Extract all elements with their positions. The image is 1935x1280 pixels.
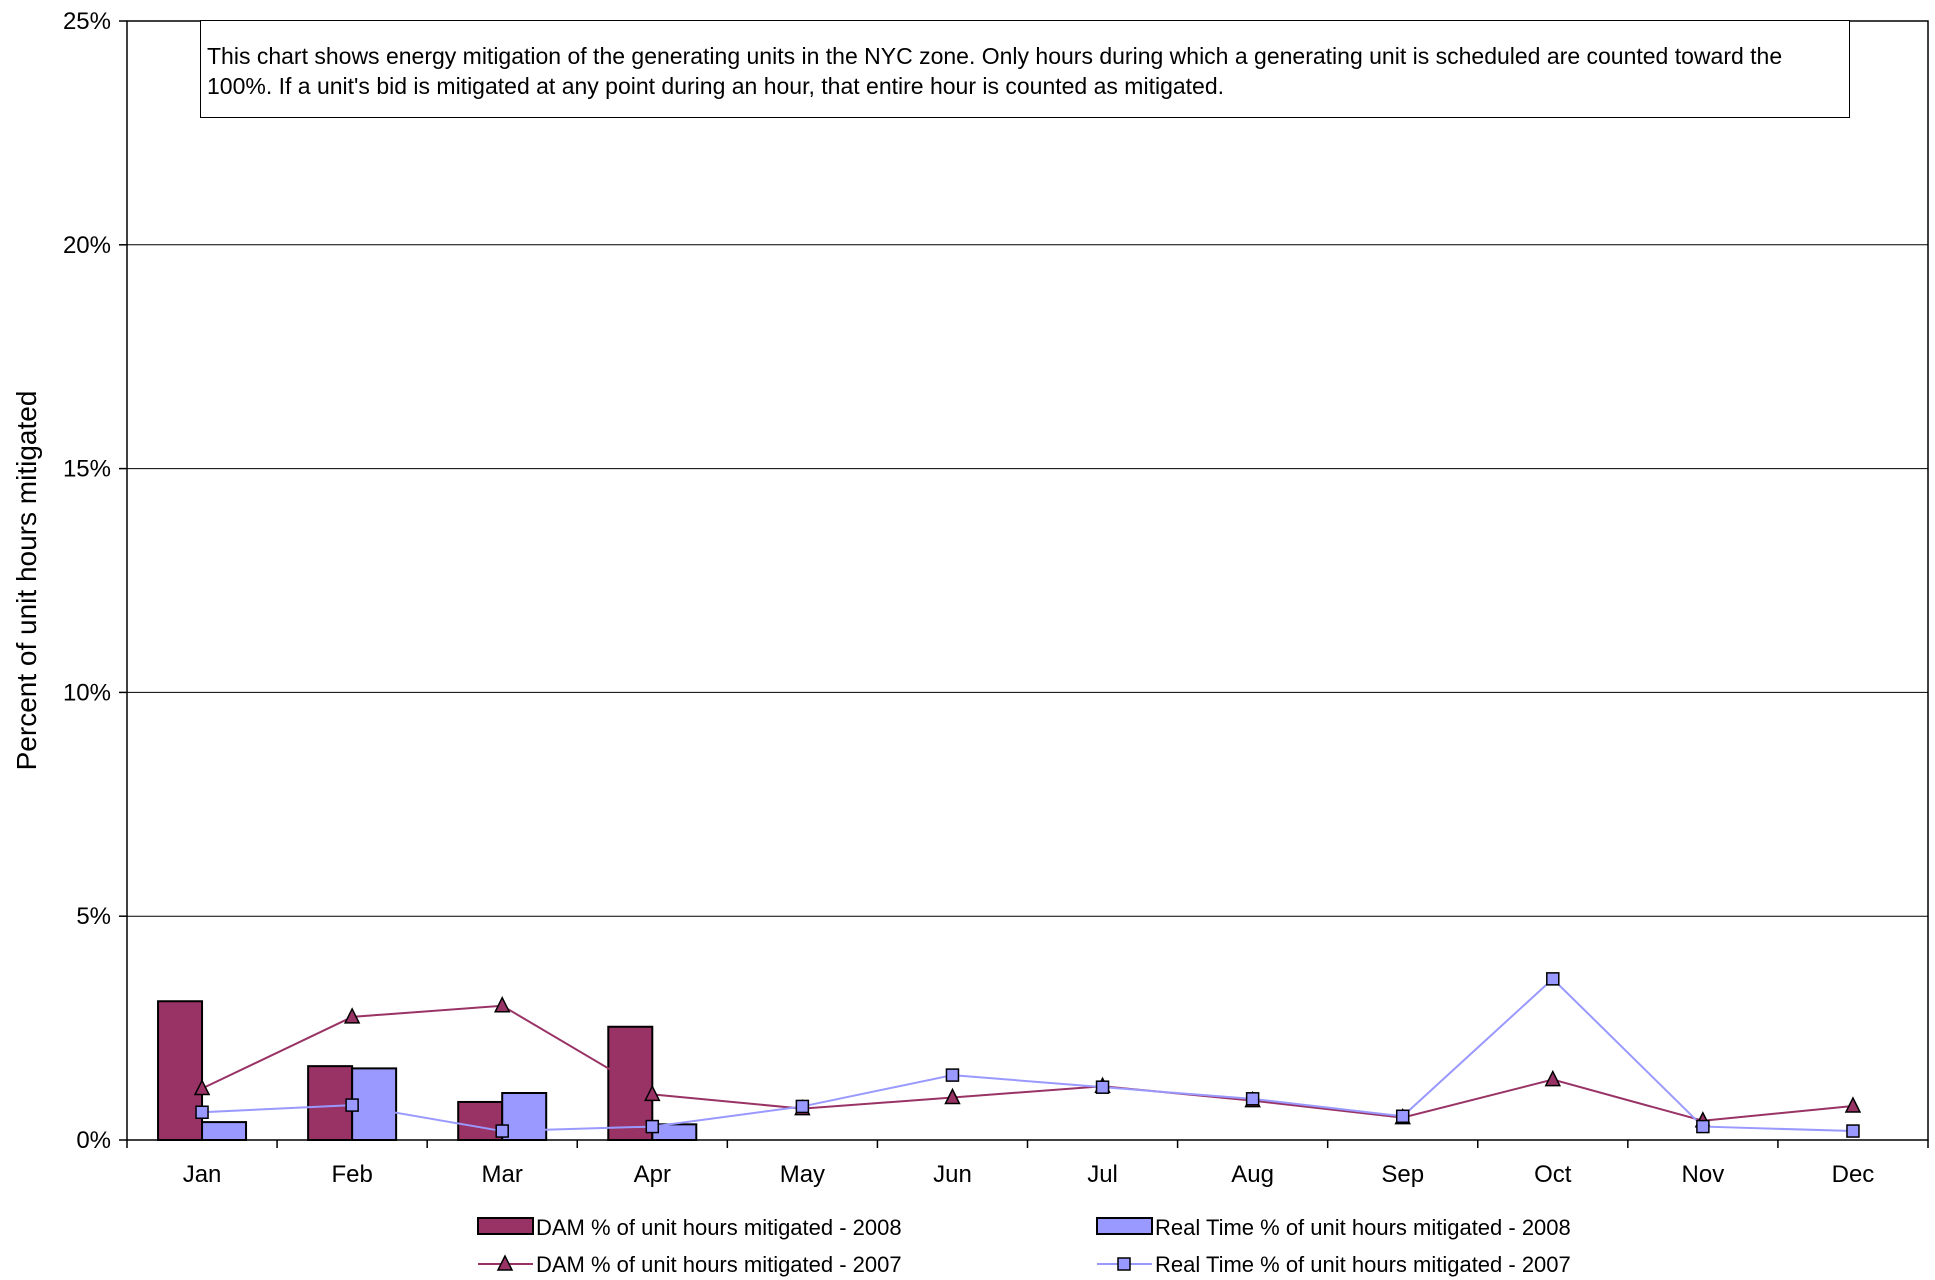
bar bbox=[307, 1065, 354, 1141]
y-tick-label: 15% bbox=[63, 456, 111, 483]
bar bbox=[351, 1067, 398, 1142]
gridlines bbox=[126, 20, 1929, 1141]
square-marker bbox=[645, 1119, 660, 1134]
square-marker bbox=[945, 1068, 960, 1082]
x-tick-label: Sep bbox=[1381, 1161, 1424, 1188]
legend-swatch bbox=[477, 1217, 534, 1235]
triangle-marker bbox=[496, 1254, 514, 1271]
y-tick-label: 10% bbox=[63, 679, 111, 706]
legend-label: DAM % of unit hours mitigated - 2007 bbox=[536, 1252, 902, 1277]
plot-area bbox=[126, 20, 1929, 1141]
triangle-marker bbox=[343, 1007, 361, 1024]
bar bbox=[157, 1000, 204, 1142]
bar bbox=[501, 1092, 548, 1141]
square-marker bbox=[495, 1124, 509, 1138]
x-tick-label: Apr bbox=[634, 1161, 671, 1188]
legend-label: Real Time % of unit hours mitigated - 20… bbox=[1155, 1252, 1571, 1277]
square-marker bbox=[1696, 1119, 1710, 1134]
legend-label: DAM % of unit hours mitigated - 2008 bbox=[536, 1215, 902, 1240]
triangle-marker bbox=[1544, 1069, 1562, 1087]
chart-annotation: This chart shows energy mitigation of th… bbox=[200, 20, 1850, 118]
bar bbox=[457, 1100, 504, 1141]
x-tick-label: Jan bbox=[183, 1161, 222, 1188]
y-tick-label: 20% bbox=[63, 232, 111, 259]
square-marker bbox=[1117, 1257, 1131, 1271]
x-tick-label: Jul bbox=[1087, 1161, 1118, 1188]
square-marker bbox=[1395, 1109, 1410, 1124]
lines bbox=[193, 972, 1862, 1138]
x-tick-label: Jun bbox=[933, 1161, 972, 1188]
square-marker bbox=[1546, 972, 1560, 986]
legend-item: Real Time % of unit hours mitigated - 20… bbox=[1096, 1215, 1571, 1240]
x-tick-label: Nov bbox=[1682, 1161, 1725, 1188]
square-marker bbox=[345, 1098, 359, 1112]
legend-swatch bbox=[1096, 1217, 1153, 1235]
square-marker bbox=[1245, 1092, 1260, 1106]
square-marker bbox=[1095, 1080, 1110, 1094]
triangle-marker bbox=[644, 1084, 661, 1102]
y-tick-label: 0% bbox=[76, 1127, 111, 1154]
legend-item: Real Time % of unit hours mitigated - 20… bbox=[1097, 1252, 1571, 1277]
legend: DAM % of unit hours mitigated - 2008 Real… bbox=[477, 1215, 1571, 1277]
triangle-marker bbox=[493, 996, 511, 1013]
legend-item: DAM % of unit hours mitigated - 2008 bbox=[477, 1215, 902, 1240]
bar bbox=[607, 1025, 654, 1141]
triangle-marker bbox=[1844, 1096, 1862, 1113]
series-line bbox=[201, 1004, 1854, 1122]
square-marker bbox=[195, 1105, 209, 1119]
bars bbox=[157, 1000, 698, 1142]
x-tick-label: May bbox=[780, 1161, 825, 1188]
square-marker bbox=[795, 1099, 810, 1114]
square-marker bbox=[1846, 1124, 1860, 1138]
x-tick-label: Oct bbox=[1534, 1161, 1572, 1188]
y-axis-title: Percent of unit hours mitigated bbox=[11, 391, 42, 771]
series-line bbox=[201, 977, 1853, 1133]
legend-item: DAM % of unit hours mitigated - 2007 bbox=[478, 1252, 902, 1277]
y-tick-label: 5% bbox=[76, 903, 111, 930]
legend-label: Real Time % of unit hours mitigated - 20… bbox=[1155, 1215, 1571, 1240]
x-tick-label: Aug bbox=[1231, 1161, 1274, 1188]
x-tick-label: Mar bbox=[482, 1161, 523, 1188]
bar bbox=[201, 1121, 248, 1141]
triangle-marker bbox=[193, 1078, 211, 1096]
x-tick-label: Feb bbox=[331, 1161, 372, 1188]
x-tick-label: Dec bbox=[1832, 1161, 1875, 1188]
triangle-marker bbox=[944, 1087, 961, 1105]
y-tick-label: 25% bbox=[63, 8, 111, 35]
axes: 0% 5% 10% 15% 20% 25% Jan Feb Mar Apr May Jun Jul Aug… bbox=[11, 8, 1929, 1188]
